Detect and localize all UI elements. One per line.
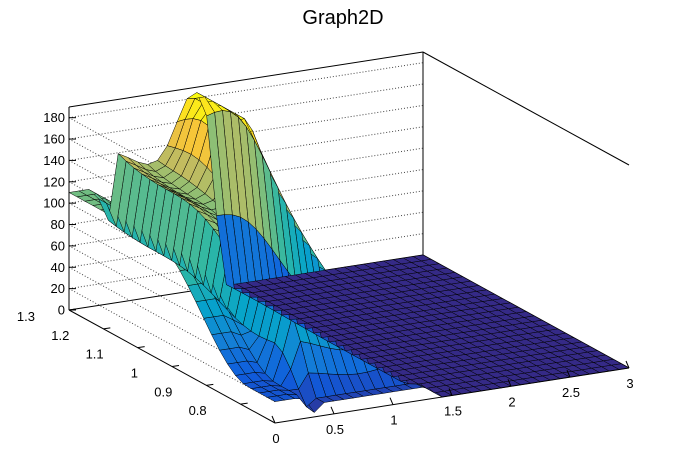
y-tick — [206, 383, 214, 386]
y-tick-label: 1.3 — [17, 309, 35, 324]
back-top-edge — [68, 51, 424, 108]
x-tick — [625, 360, 630, 369]
z-tick-label: 40 — [51, 260, 65, 275]
x-tick-label: 1 — [390, 413, 397, 428]
z-tick-label: 0 — [58, 303, 65, 318]
surface-mesh — [68, 91, 630, 413]
y-tick — [68, 308, 77, 311]
y-tick — [137, 346, 145, 349]
z-tick-label: 160 — [43, 132, 65, 147]
x-tick-label: 1.5 — [444, 404, 462, 419]
z-tick-label: 80 — [51, 217, 65, 232]
z-grid-left-1 — [68, 288, 276, 403]
z-axis: 0 20 40 60 80 100 120 140 160 180 — [43, 110, 76, 318]
y-axis: 0.8 0.9 1 1.1 1.2 1.3 — [17, 308, 248, 418]
x-axis: 0 0.5 1 1.5 2 2.5 3 — [271, 360, 634, 446]
y-tick — [103, 327, 111, 330]
z-tick-label: 60 — [51, 238, 65, 253]
x-tick-label: 2.5 — [562, 385, 580, 400]
chart-title: Graph2D — [302, 7, 383, 29]
x-tick-label: 2 — [508, 394, 515, 409]
x-tick — [566, 369, 571, 378]
x-tick — [389, 397, 394, 405]
y-tick-label: 0.8 — [189, 403, 207, 418]
right-top-edge — [422, 51, 630, 166]
x-tick — [507, 379, 512, 387]
y-tick — [240, 402, 248, 405]
x-tick-label: 0.5 — [326, 422, 344, 437]
z-tick-label: 140 — [43, 153, 65, 168]
x-tick — [448, 388, 453, 396]
z-tick-label: 120 — [43, 174, 65, 189]
z-tick-label: 100 — [43, 196, 65, 211]
surface-cell — [68, 190, 88, 198]
x-tick-label: 3 — [626, 376, 633, 391]
z-grid-back-9 — [68, 62, 424, 119]
y-tick-label: 1.2 — [51, 328, 69, 343]
x-tick-label: 0 — [272, 431, 279, 446]
x-tick — [330, 406, 335, 415]
y-tick — [171, 365, 180, 367]
y-tick-label: 1.1 — [86, 347, 104, 362]
y-tick-label: 1 — [131, 366, 138, 381]
x-tick — [271, 415, 276, 424]
z-tick-label: 20 — [51, 281, 65, 296]
z-tick-label: 180 — [43, 110, 65, 125]
y-tick-label: 0.9 — [154, 384, 172, 399]
